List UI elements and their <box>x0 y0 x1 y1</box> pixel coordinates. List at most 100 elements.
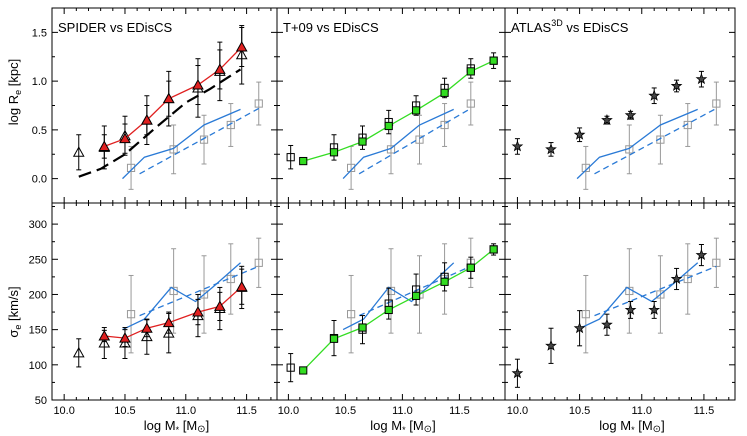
point-marker <box>545 339 557 351</box>
series-local-sample <box>511 244 708 388</box>
point-marker <box>573 128 586 140</box>
point-marker <box>162 92 175 104</box>
svg-text:log Re [kpc]: log Re [kpc] <box>6 59 23 125</box>
panel-ticks <box>504 203 735 401</box>
panel-bottom-1: 10.0 10.5 11.0 11.5 <box>276 202 506 417</box>
panel-ticks <box>51 203 277 401</box>
panel-title-superscript: 3D <box>551 18 563 28</box>
panel-data <box>286 237 498 383</box>
point-marker <box>126 310 136 319</box>
series-edisc-running <box>122 262 241 331</box>
y-tick-label: 50 <box>35 395 47 407</box>
point-marker <box>489 245 498 254</box>
series-comparison <box>98 27 248 159</box>
edisc-fit-line <box>594 107 717 175</box>
point-marker <box>440 88 449 97</box>
panel-data <box>511 237 721 388</box>
panel-frame <box>504 202 736 401</box>
panels: 0.0 0.5 1.0 1.5 SPIDER vs EDisCS T+09 vs EDis… <box>29 7 736 417</box>
point-marker <box>358 137 367 146</box>
series-comparison <box>299 245 498 375</box>
local-fit-line <box>78 68 242 178</box>
y-tick-label: 300 <box>29 219 47 231</box>
x-label-xlabel-unit-close: ] <box>432 418 436 433</box>
x-tick-label: 10.0 <box>507 405 528 417</box>
point-marker <box>511 140 524 152</box>
series-edisc-fit <box>594 265 717 317</box>
series-comparison <box>299 56 498 166</box>
point-marker <box>98 329 111 341</box>
point-marker <box>98 140 111 151</box>
y-tick-label: 250 <box>29 254 47 266</box>
x-label-xlabel-unit-open: [M <box>406 418 424 433</box>
panel-frame <box>504 7 736 204</box>
point-marker <box>72 146 85 157</box>
edisc-fit-line <box>358 265 472 317</box>
panel-frame <box>51 202 278 401</box>
panel-data <box>72 25 263 190</box>
point-marker <box>347 163 356 173</box>
x-label-xlabel-unit-open: [M <box>635 418 653 433</box>
point-marker <box>581 163 590 173</box>
x-axis-labels: log M* [M⊙] log M* [M⊙] log M* [M⊙] <box>144 418 665 435</box>
point-marker <box>695 73 708 85</box>
point-marker <box>712 99 721 108</box>
series-edisc-points <box>581 81 721 190</box>
x-label-xlabel-unit-close: ] <box>661 418 665 433</box>
point-marker <box>384 305 393 315</box>
edisc-fit-line <box>139 107 260 175</box>
point-marker <box>695 248 708 261</box>
x-tick-label: 11.5 <box>449 405 470 417</box>
series-local-sample <box>72 25 248 171</box>
point-marker <box>573 322 586 334</box>
point-marker <box>199 135 209 144</box>
point-marker <box>329 148 339 157</box>
point-marker <box>466 263 475 272</box>
point-marker <box>670 79 683 91</box>
point-marker <box>235 280 248 292</box>
panel-bottom-0: 50 100 150 200 250 300 10.0 10.5 11.0 11.5 <box>29 202 278 417</box>
x-tick-label: 10.0 <box>53 405 74 417</box>
point-marker <box>254 99 263 108</box>
x-tick-label: 11.0 <box>631 405 652 417</box>
panel-top-2: ATLAS3D vs EDisCS <box>504 7 736 204</box>
panel-title-suffix: vs EDisCS <box>563 20 629 35</box>
panel-ticks <box>504 8 735 203</box>
point-marker <box>126 163 136 173</box>
point-marker <box>648 303 661 315</box>
point-marker <box>72 346 85 358</box>
panel-title-main: SPIDER vs EDisCS <box>58 20 172 35</box>
point-marker <box>141 114 153 125</box>
series-edisc-fit <box>139 107 260 175</box>
x-label-xlabel-unit-sym: ⊙ <box>653 424 661 435</box>
series-edisc-running <box>342 108 454 180</box>
comparison-line <box>303 60 494 162</box>
x-label-xlabel-unit-sym: ⊙ <box>424 424 432 435</box>
point-marker <box>358 323 367 332</box>
series-local-fit <box>78 68 242 178</box>
panel-title-main: ATLAS <box>511 20 552 35</box>
point-marker <box>329 334 339 343</box>
panel-data <box>72 237 263 368</box>
point-marker <box>545 143 557 155</box>
panel-top-0: 0.0 0.5 1.0 1.5 SPIDER vs EDisCS <box>32 7 278 204</box>
x-axis-label: log M* [M⊙] <box>370 418 435 435</box>
edisc-running-line <box>342 108 454 180</box>
point-marker <box>411 106 421 115</box>
point-marker <box>415 135 424 144</box>
series-edisc-points <box>347 237 475 354</box>
edisc-running-line <box>576 262 699 331</box>
point-marker <box>141 322 153 333</box>
y-label-top-sub: e <box>13 90 23 95</box>
edisc-running-line <box>122 108 241 180</box>
panel-bottom-2: 10.0 10.5 11.0 11.5 <box>504 202 736 417</box>
point-marker <box>286 153 295 162</box>
x-axis-label: log M* [M⊙] <box>599 418 664 435</box>
point-marker <box>656 135 665 144</box>
y-tick-label: 0.0 <box>32 174 47 186</box>
point-marker <box>98 336 111 348</box>
edisc-fit-line <box>594 265 717 317</box>
y-tick-label: 1.0 <box>32 76 47 88</box>
point-marker <box>601 113 613 126</box>
